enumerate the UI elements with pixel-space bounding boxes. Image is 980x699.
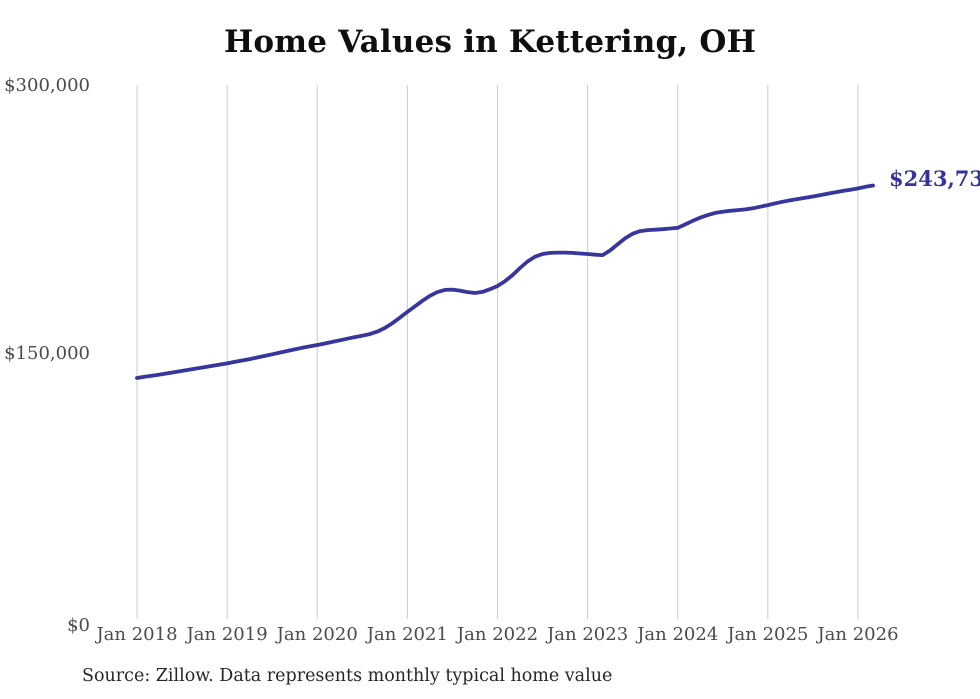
x-tick-label: Jan 2019 (185, 624, 268, 645)
y-tick-label: $150,000 (4, 343, 90, 364)
x-tick-label: Jan 2024 (635, 624, 718, 645)
end-value-label: $243,733 (889, 166, 980, 191)
x-tick-label: Jan 2021 (365, 624, 448, 645)
home-value-line (135, 183, 875, 380)
chart-title: Home Values in Kettering, OH (223, 24, 757, 60)
x-tick-label: Jan 2026 (815, 624, 898, 645)
x-tick-label: Jan 2023 (545, 624, 628, 645)
y-tick-label: $0 (67, 615, 90, 636)
x-tick-label: Jan 2025 (725, 624, 808, 645)
x-tick-label: Jan 2018 (94, 624, 177, 645)
source-note: Source: Zillow. Data represents monthly … (82, 666, 613, 686)
y-tick-label: $300,000 (4, 75, 90, 96)
x-tick-label: Jan 2022 (455, 624, 538, 645)
x-tick-label: Jan 2020 (275, 624, 358, 645)
